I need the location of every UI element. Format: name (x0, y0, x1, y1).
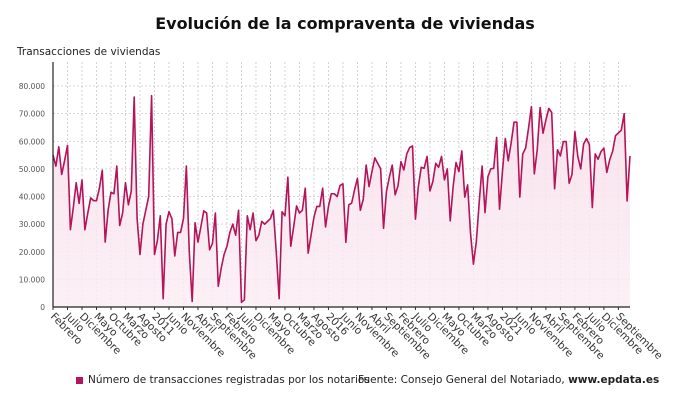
source-text: Fuente: Consejo General del Notariado, (358, 374, 569, 386)
y-tick-label: 60.000 (19, 137, 45, 146)
legend: Número de transacciones registradas por … (76, 374, 370, 386)
y-tick-label: 40.000 (19, 193, 45, 202)
y-tick-label: 50.000 (19, 165, 45, 174)
y-tick-label: 10.000 (19, 275, 45, 284)
source-note: Fuente: Consejo General del Notariado, w… (358, 374, 659, 386)
legend-swatch (76, 376, 83, 384)
y-axis-title: Transacciones de viviendas (17, 46, 161, 58)
y-tick-label: 80.000 (19, 82, 45, 91)
y-tick-label: 70.000 (19, 110, 45, 119)
y-tick-label: 0 (40, 303, 45, 312)
series-area (53, 95, 630, 307)
source-link[interactable]: www.epdata.es (568, 374, 660, 386)
series-line (52, 94, 631, 304)
y-tick-label: 30.000 (19, 220, 45, 229)
legend-label: Número de transacciones registradas por … (88, 374, 370, 386)
y-tick-label: 20.000 (19, 248, 45, 257)
chart-title: Evolución de la compraventa de viviendas (155, 14, 535, 33)
